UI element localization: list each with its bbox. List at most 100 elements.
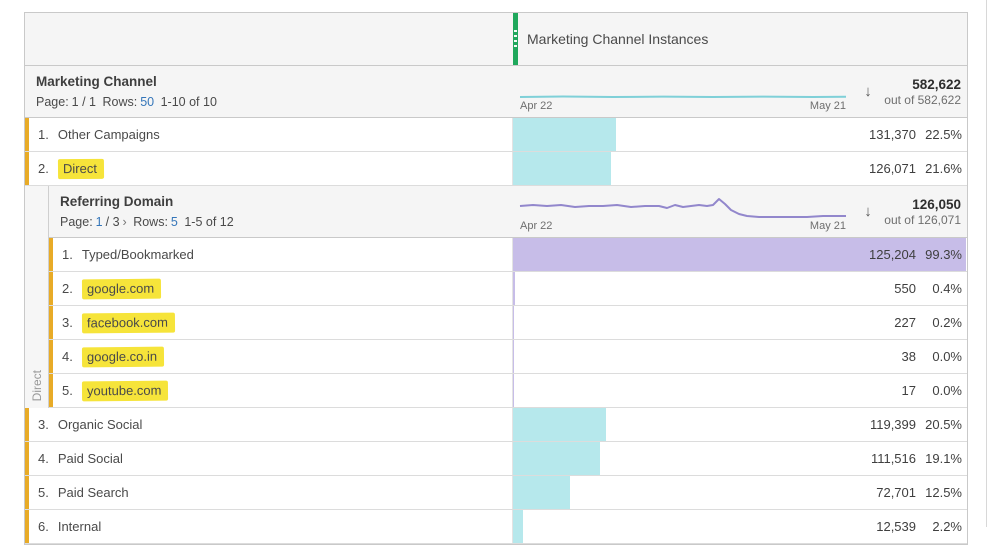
row-name: Other Campaigns — [57, 127, 160, 142]
teal-sparkline-icon — [519, 95, 847, 99]
row-bar — [513, 118, 616, 151]
row-name: Paid Search — [57, 485, 129, 500]
row-accent-strip — [25, 118, 29, 151]
row-bar — [513, 374, 514, 407]
outer-total-value: 582,622 — [912, 76, 961, 92]
row-value: 111,516 — [870, 451, 916, 466]
row-bar — [513, 272, 515, 305]
row-index: 5. — [62, 383, 73, 398]
row-index: 2. — [38, 161, 49, 176]
row-percent: 0.0% — [932, 383, 962, 398]
row-name: Paid Social — [57, 451, 123, 466]
sort-descending-icon[interactable]: ↓ — [864, 203, 872, 220]
row-range: 1-5 of 12 — [184, 215, 234, 229]
rows-label: Rows: — [102, 95, 138, 109]
next-page-chevron-icon[interactable]: › — [122, 215, 127, 229]
row-bar — [513, 306, 514, 339]
group-label-direct: Direct — [29, 369, 44, 401]
outer-dimension-header: Marketing Channel Page: 1 / 1 Rows: 50 1-1… — [25, 66, 967, 118]
row-bar — [513, 152, 612, 185]
breakdown-row[interactable]: 1. Typed/Bookmarked 125,204 99.3% — [49, 238, 967, 272]
page-label: Page: — [60, 215, 93, 229]
inner-pagination: Page: 1/ 3 › Rows: 5 1-5 of 12 — [60, 215, 237, 229]
row-accent-strip — [49, 238, 53, 271]
row-percent: 12.5% — [925, 485, 962, 500]
breakdown-row[interactable]: 4. google.co.in 38 0.0% — [49, 340, 967, 374]
axis-end-label: May 21 — [809, 220, 846, 232]
row-value: 125,204 — [869, 247, 916, 262]
inner-sparkline: Apr 22 May 21 — [513, 186, 853, 237]
row-percent: 0.4% — [932, 281, 962, 296]
freeform-table-panel: Marketing Channel Instances Marketing Ch… — [24, 12, 968, 545]
breakdown-row[interactable]: 2. google.com 550 0.4% — [49, 272, 967, 306]
row-value: 227 — [894, 315, 916, 330]
row-value: 17 — [901, 383, 916, 398]
page-current-link[interactable]: 1 — [95, 215, 103, 229]
table-row[interactable]: 6. Internal 12,539 2.2% — [25, 510, 967, 544]
row-index: 5. — [38, 485, 49, 500]
row-percent: 19.1% — [925, 451, 962, 466]
row-bar — [513, 238, 966, 271]
rows-per-page-link[interactable]: 50 — [140, 95, 155, 109]
metric-header-spacer — [25, 13, 513, 65]
row-percent: 0.2% — [932, 315, 962, 330]
table-row[interactable]: 4. Paid Social 111,516 19.1% — [25, 442, 967, 476]
row-percent: 0.0% — [932, 349, 962, 364]
row-index: 1. — [38, 127, 49, 142]
row-index: 1. — [62, 247, 73, 262]
sort-descending-icon[interactable]: ↓ — [864, 83, 872, 100]
table-row[interactable]: 3. Organic Social 119,399 20.5% — [25, 408, 967, 442]
row-percent: 22.5% — [925, 127, 962, 142]
breakdown-gutter: Direct — [25, 186, 49, 408]
outer-total-outof: out of 582,622 — [884, 92, 961, 107]
rows-label: Rows: — [133, 215, 168, 229]
panel-edge-divider — [986, 0, 987, 527]
row-value: 38 — [901, 349, 916, 364]
row-accent-strip — [49, 306, 53, 339]
row-name-highlighted: google.com — [81, 278, 162, 299]
breakdown-row[interactable]: 3. facebook.com 227 0.2% — [49, 306, 967, 340]
breakdown-section: Direct Referring Domain Page: 1/ 3 › Rows:… — [25, 186, 967, 408]
breakdown-row[interactable]: 5. youtube.com 17 0.0% — [49, 374, 967, 408]
row-accent-strip — [49, 340, 53, 373]
inner-total-outof: out of 126,071 — [884, 212, 961, 227]
row-value: 72,701 — [876, 485, 916, 500]
row-index: 3. — [38, 417, 49, 432]
row-accent-strip — [25, 152, 29, 185]
outer-sparkline: Apr 22 May 21 — [513, 66, 853, 117]
table-row[interactable]: 1. Other Campaigns 131,370 22.5% — [25, 118, 967, 152]
row-percent: 20.5% — [925, 417, 962, 432]
table-row[interactable]: 2. Direct 126,071 21.6% — [25, 152, 967, 186]
row-accent-strip — [25, 408, 29, 441]
purple-sparkline-icon — [519, 198, 846, 218]
row-index: 4. — [38, 451, 49, 466]
table-row[interactable]: 5. Paid Search 72,701 12.5% — [25, 476, 967, 510]
row-bar — [513, 442, 601, 475]
row-percent: 99.3% — [925, 247, 962, 262]
rows-per-page-link[interactable]: 5 — [170, 215, 178, 229]
page-total: / 3 — [105, 215, 120, 229]
row-index: 3. — [62, 315, 73, 330]
row-accent-strip — [25, 476, 29, 509]
row-index: 4. — [62, 349, 73, 364]
row-name-highlighted: google.co.in — [81, 346, 165, 367]
row-accent-strip — [25, 442, 29, 475]
row-name: Typed/Bookmarked — [81, 247, 194, 262]
row-value: 550 — [894, 281, 916, 296]
row-name: Organic Social — [57, 417, 143, 432]
row-bar — [513, 408, 607, 441]
row-value: 126,071 — [869, 161, 916, 176]
inner-total-value: 126,050 — [912, 196, 961, 212]
row-name-highlighted: facebook.com — [81, 312, 175, 333]
outer-pagination: Page: 1 / 1 Rows: 50 1-10 of 10 — [36, 95, 220, 109]
drag-handle-icon[interactable] — [513, 13, 518, 65]
metric-header-cell[interactable]: Marketing Channel Instances — [513, 13, 967, 65]
row-name-highlighted: youtube.com — [81, 380, 169, 401]
inner-dimension-header: Referring Domain Page: 1/ 3 › Rows: 5 1-5 o… — [49, 186, 967, 238]
inner-dimension-title: Referring Domain — [60, 194, 174, 209]
page-label: Page: — [36, 95, 69, 109]
row-percent: 21.6% — [925, 161, 962, 176]
metric-title: Marketing Channel Instances — [527, 31, 709, 47]
row-index: 2. — [62, 281, 73, 296]
axis-end-label: May 21 — [809, 100, 846, 112]
